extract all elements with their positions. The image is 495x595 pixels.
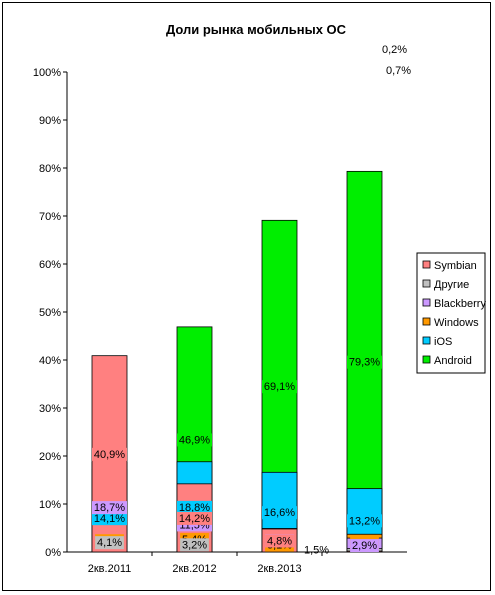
data-label: 16,6% xyxy=(264,507,295,519)
data-label-bg xyxy=(92,447,127,461)
data-label: 18,7% xyxy=(94,502,125,514)
bars xyxy=(91,170,383,553)
legend-label: Android xyxy=(434,355,472,367)
x-tick-label: 2кв.2012 xyxy=(172,563,216,575)
y-tick-label: 10% xyxy=(39,499,61,511)
data-label: 14,2% xyxy=(179,513,210,525)
y-tick-label: 100% xyxy=(33,67,61,79)
data-label-bg xyxy=(177,511,212,525)
data-label: 4,8% xyxy=(267,535,292,547)
legend-label: Другие xyxy=(434,279,469,291)
legend-label: iOS xyxy=(434,336,452,348)
data-label-bg xyxy=(350,539,379,553)
y-tick-label: 90% xyxy=(39,115,61,127)
stacked-bar-chart: Доли рынка мобильных ОС 0% 10% 20% 30% 40% 50… xyxy=(33,22,487,575)
chart-frame: Доли рынка мобильных ОС 0% 10% 20% 30% 40% 50… xyxy=(2,2,491,591)
data-label: 0,2% xyxy=(382,44,407,56)
y-tick-label: 50% xyxy=(39,307,61,319)
y-tick-label: 40% xyxy=(39,355,61,367)
data-label-bg xyxy=(180,538,209,552)
data-label-bg xyxy=(95,536,124,550)
data-label-bg xyxy=(92,512,127,526)
data-label: 0,7% xyxy=(386,65,411,77)
x-tick-label: 2кв.2011 xyxy=(88,563,131,575)
data-label: 14,1% xyxy=(94,513,125,525)
data-label-bg xyxy=(347,514,382,528)
y-tick-label: 0% xyxy=(45,547,61,559)
legend-swatch xyxy=(422,298,431,307)
data-label: 46,9% xyxy=(179,434,210,446)
legend-swatch xyxy=(422,317,431,326)
data-labels: 17,2%14,1%4,9%18,7%4,1%40,9%46,9%18,8%5,… xyxy=(92,44,411,556)
data-label: 2,9% xyxy=(352,540,377,552)
legend: Symbian Другие Blackberry Windows iOS Android xyxy=(416,252,486,374)
data-label-bg xyxy=(92,501,127,515)
legend-swatch xyxy=(422,336,431,345)
legend-label: Symbian xyxy=(434,260,477,272)
data-label: 1,5% xyxy=(304,544,329,556)
y-tick-label: 60% xyxy=(39,259,61,271)
data-label: 3,2% xyxy=(182,539,207,551)
legend-label: Blackberry xyxy=(434,298,486,310)
legend-swatch xyxy=(422,355,431,364)
data-label: 18,8% xyxy=(179,502,210,514)
data-label: 40,9% xyxy=(94,449,125,461)
legend-box xyxy=(416,252,486,374)
legend-swatch xyxy=(422,260,431,269)
data-label: 79,3% xyxy=(349,357,380,369)
chart-title: Доли рынка мобильных ОС xyxy=(166,22,347,37)
y-tick-label: 80% xyxy=(39,163,61,175)
data-label-bg xyxy=(347,355,382,369)
legend-label: Windows xyxy=(434,317,479,329)
data-label: 69,1% xyxy=(264,381,295,393)
data-label-bg xyxy=(177,500,212,514)
data-label-bg xyxy=(262,380,297,394)
data-label: 4,1% xyxy=(97,537,122,549)
data-label: 13,2% xyxy=(349,515,380,527)
axes: 0% 10% 20% 30% 40% 50% 60% 70% 80% 90% 100% 2кв.201… xyxy=(33,67,407,575)
y-tick-label: 20% xyxy=(39,451,61,463)
data-label-bg xyxy=(177,433,212,447)
data-label-bg xyxy=(262,506,297,520)
y-tick-label: 30% xyxy=(39,403,61,415)
y-tick-label: 70% xyxy=(39,211,61,223)
legend-swatch xyxy=(422,279,431,288)
x-tick-label: 2кв.2013 xyxy=(257,563,301,575)
data-label-bg xyxy=(265,534,294,548)
